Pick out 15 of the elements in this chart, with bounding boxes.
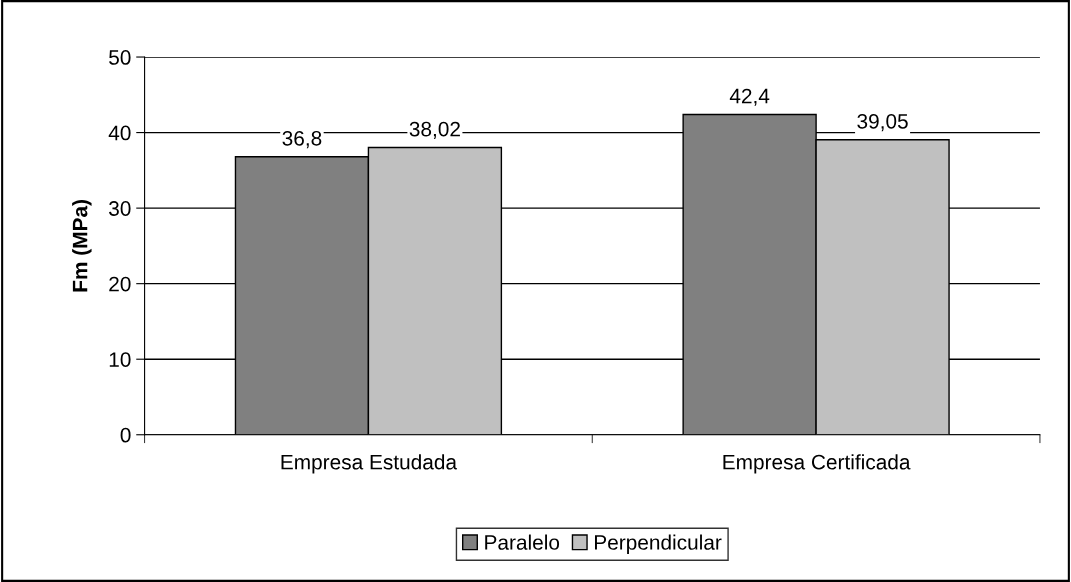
x-tick-label: Empresa Certificada bbox=[723, 454, 911, 474]
legend-label: Paralelo bbox=[485, 534, 560, 550]
y-axis-title: Fm (MPa) bbox=[72, 200, 92, 292]
data-label: 36,8 bbox=[282, 130, 322, 149]
y-tick-label: 30 bbox=[109, 201, 131, 216]
legend-label: Perpendicular bbox=[595, 534, 722, 554]
x-tick-label: Empresa Estudada bbox=[281, 454, 458, 474]
y-tick-label: 40 bbox=[108, 125, 131, 141]
data-label: 42,4 bbox=[729, 88, 770, 106]
data-label: 39,05 bbox=[857, 113, 908, 132]
y-tick-label: 10 bbox=[109, 352, 131, 367]
y-tick-label: 20 bbox=[109, 276, 131, 292]
y-tick-label: 0 bbox=[120, 427, 131, 443]
y-tick-label: 50 bbox=[109, 50, 131, 65]
data-label: 38,02 bbox=[409, 121, 460, 139]
